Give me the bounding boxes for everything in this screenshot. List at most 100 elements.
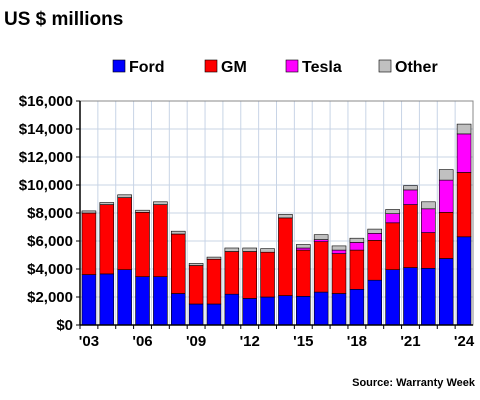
bars [81,123,472,326]
legend-label-gm: GM [221,59,247,76]
bar-segment-tesla-18 [403,189,418,205]
y-tick-label: $6,000 [27,233,73,250]
bar-segment-other-16 [367,228,383,234]
bar-segment-gm-9 [242,251,257,299]
bar-segment-other-19 [421,201,436,210]
x-tick-label: '06 [132,333,152,350]
bar-segment-ford-17 [385,269,400,326]
bar-segment-ford-11 [278,295,293,326]
bar-segment-ford-19 [421,267,436,326]
x-tick-label: '24 [454,333,475,350]
bar-segment-ford-1 [99,273,115,326]
x-tick-label: '18 [347,333,367,350]
bar-segment-gm-7 [206,258,222,305]
bar-segment-gm-18 [403,204,418,268]
bar-segment-ford-18 [403,267,418,326]
legend-label-other: Other [395,59,438,76]
bar-segment-other-11 [278,214,293,219]
bar-segment-tesla-19 [421,208,436,233]
bar-segment-gm-0 [81,212,97,275]
legend-swatch-other [378,59,392,73]
y-tick-label: $4,000 [27,261,73,278]
bar-segment-tesla-14 [331,249,347,254]
bar-segment-gm-14 [331,253,347,294]
bar-segment-gm-21 [456,172,472,238]
bar-segment-tesla-16 [367,233,383,241]
y-tick-label: $8,000 [27,205,73,222]
bar-segment-ford-3 [135,276,150,326]
x-tick-labels: '03 '06 '09 '12 '15 '18 '21 '24 [79,325,475,350]
bar-segment-ford-16 [367,279,383,326]
bar-segment-ford-9 [242,298,257,326]
bar-segment-other-12 [296,244,311,249]
bar-segment-gm-6 [188,265,204,305]
bar-segment-other-6 [188,263,204,266]
bar-segment-gm-13 [313,241,329,293]
bar-segment-gm-2 [117,197,132,271]
bar-segment-other-17 [385,209,400,214]
y-tick-label: $14,000 [19,121,73,138]
y-tick-label: $10,000 [19,177,73,194]
bar-segment-other-5 [170,230,186,235]
y-tick-labels: $0 $2,000 $4,000 $6,000 $8,000 $10,000 $12,000… [19,93,80,334]
bar-segment-gm-17 [385,222,400,271]
bar-segment-ford-6 [188,303,204,326]
bar-segment-gm-12 [296,249,311,297]
bar-segment-other-21 [456,123,472,135]
bar-segment-tesla-15 [349,242,365,251]
bar-segment-other-7 [206,256,222,260]
bar-segment-gm-4 [153,204,168,278]
legend-label-tesla: Tesla [302,59,342,76]
bar-segment-tesla-13 [313,239,329,243]
bar-segment-ford-10 [260,296,275,326]
x-tick-label: '15 [293,333,313,350]
bar-segment-other-1 [99,202,115,205]
x-tick-label: '09 [186,333,206,350]
bar-segment-other-2 [117,194,132,198]
x-tick-label: '12 [240,333,260,350]
bar-segment-ford-7 [206,303,222,326]
bar-segment-ford-21 [456,236,472,326]
bar-segment-ford-0 [81,274,97,326]
bar-segment-gm-3 [135,212,150,278]
legend-label-ford: Ford [129,59,165,76]
bar-segment-ford-4 [153,276,168,326]
source-note: Source: Warranty Week [352,377,476,389]
y-tick-label: $2,000 [27,289,73,306]
bar-segment-ford-15 [349,288,365,326]
bar-segment-other-14 [331,245,347,251]
x-tick-label: '03 [79,333,99,350]
bar-segment-ford-2 [117,269,132,326]
bar-segment-ford-20 [438,258,454,326]
bar-segment-other-13 [313,234,329,240]
bar-segment-gm-11 [278,217,293,296]
bar-segment-ford-5 [170,293,186,326]
bar-segment-other-18 [403,185,418,191]
bar-segment-tesla-20 [438,179,454,213]
legend-swatch-ford [112,59,126,73]
bar-segment-tesla-21 [456,133,472,173]
bar-segment-other-10 [260,248,275,253]
bar-segment-gm-1 [99,204,115,275]
bar-segment-gm-20 [438,212,454,259]
bar-segment-other-4 [153,201,168,205]
bar-segment-gm-8 [224,251,240,295]
chart-title: US $ millions [4,9,123,30]
bar-segment-ford-14 [331,293,347,326]
bar-segment-other-15 [349,237,365,243]
bar-segment-gm-19 [421,232,436,269]
y-tick-label: $0 [56,317,73,334]
bar-segment-gm-5 [170,233,186,294]
bar-segment-tesla-17 [385,213,400,224]
y-tick-label: $12,000 [19,149,73,166]
y-tick-label: $16,000 [19,93,73,110]
legend-swatch-tesla [285,59,299,73]
bar-segment-gm-15 [349,249,365,290]
legend-swatch-gm [204,59,218,73]
bar-segment-gm-16 [367,240,383,281]
bar-segment-other-8 [224,247,240,252]
bar-segment-gm-10 [260,251,275,298]
legend: Ford GM Tesla Other [112,59,438,76]
bar-segment-other-9 [242,247,257,252]
